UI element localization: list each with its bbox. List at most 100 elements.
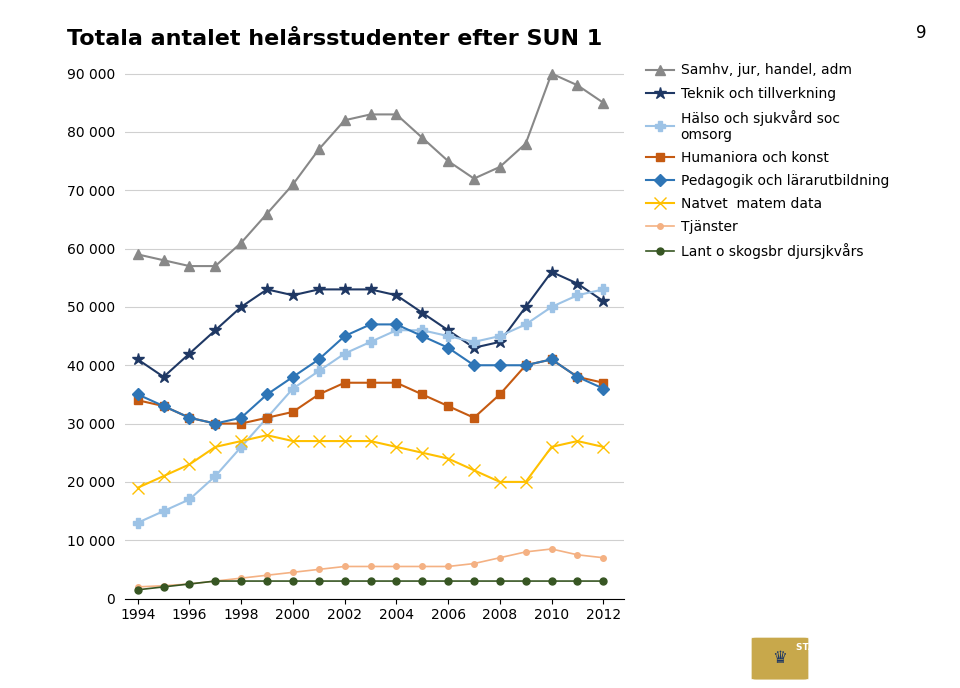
Hälso och sjukvård soc omsorg: [417, 326, 428, 334]
Line: Tjänster: Tjänster: [135, 546, 606, 590]
Teknik och tillverkning: [391, 291, 402, 299]
Teknik och tillverkning: [417, 309, 428, 317]
Teknik och tillverkning: [494, 338, 506, 346]
Humaniora och konst: [183, 413, 195, 422]
Samhv, jur, handel, adm: [183, 262, 195, 270]
Text: STATENS OFFENTLIGA: STATENS OFFENTLIGA: [796, 643, 908, 652]
Lant o skogsbr djursjkvårs: [597, 577, 609, 585]
Text: 9: 9: [916, 24, 926, 42]
Samhv, jur, handel, adm: [391, 110, 402, 118]
Lant o skogsbr djursjkvårs: [235, 577, 247, 585]
Humaniora och konst: [572, 373, 584, 381]
Tjänster: [468, 559, 480, 568]
Natvet  matem data: [546, 443, 558, 451]
Natvet  matem data: [313, 437, 324, 445]
Humaniora och konst: [546, 355, 558, 363]
Hälso och sjukvård soc omsorg: [597, 286, 609, 294]
Natvet  matem data: [572, 437, 584, 445]
Teknik och tillverkning: [546, 268, 558, 276]
Text: ♛: ♛: [773, 649, 787, 667]
FancyBboxPatch shape: [752, 637, 808, 680]
Pedagogik och lärarutbildning: [209, 420, 221, 428]
Samhv, jur, handel, adm: [443, 157, 454, 165]
Lant o skogsbr djursjkvårs: [520, 577, 532, 585]
Samhv, jur, handel, adm: [157, 256, 169, 264]
Teknik och tillverkning: [520, 303, 532, 311]
Natvet  matem data: [494, 477, 506, 486]
Lant o skogsbr djursjkvårs: [183, 580, 195, 588]
Tjänster: [209, 577, 221, 585]
Tjänster: [313, 566, 324, 574]
Natvet  matem data: [235, 437, 247, 445]
Humaniora och konst: [443, 402, 454, 410]
Natvet  matem data: [365, 437, 376, 445]
Hälso och sjukvård soc omsorg: [572, 291, 584, 299]
Line: Humaniora och konst: Humaniora och konst: [133, 355, 608, 428]
Humaniora och konst: [520, 361, 532, 369]
Tjänster: [443, 562, 454, 570]
Teknik och tillverkning: [468, 343, 480, 352]
Tjänster: [572, 550, 584, 559]
Tjänster: [235, 574, 247, 582]
Natvet  matem data: [261, 431, 273, 440]
Tjänster: [287, 568, 299, 577]
Natvet  matem data: [157, 472, 169, 480]
Line: Teknik och tillverkning: Teknik och tillverkning: [132, 266, 610, 383]
Samhv, jur, handel, adm: [235, 239, 247, 247]
Lant o skogsbr djursjkvårs: [443, 577, 454, 585]
Lant o skogsbr djursjkvårs: [209, 577, 221, 585]
Text: UTREDNINGAR: UTREDNINGAR: [815, 664, 889, 673]
Lant o skogsbr djursjkvårs: [339, 577, 350, 585]
Samhv, jur, handel, adm: [546, 69, 558, 78]
Samhv, jur, handel, adm: [365, 110, 376, 118]
Line: Hälso och sjukvård soc omsorg: Hälso och sjukvård soc omsorg: [132, 285, 609, 528]
Pedagogik och lärarutbildning: [391, 321, 402, 329]
Natvet  matem data: [468, 466, 480, 474]
Lant o skogsbr djursjkvårs: [468, 577, 480, 585]
Lant o skogsbr djursjkvårs: [572, 577, 584, 585]
Legend: Samhv, jur, handel, adm, Teknik och tillverkning, Hälso och sjukvård soc
omsorg,: Samhv, jur, handel, adm, Teknik och till…: [646, 63, 889, 259]
Samhv, jur, handel, adm: [339, 116, 350, 125]
Text: Utredningen om högskolans utbildningsutbud: Utredningen om högskolans utbildningsutb…: [21, 649, 415, 665]
Samhv, jur, handel, adm: [417, 133, 428, 142]
Humaniora och konst: [365, 378, 376, 387]
Pedagogik och lärarutbildning: [417, 332, 428, 340]
Lant o skogsbr djursjkvårs: [546, 577, 558, 585]
Pedagogik och lärarutbildning: [339, 332, 350, 340]
Hälso och sjukvård soc omsorg: [443, 332, 454, 340]
Humaniora och konst: [287, 408, 299, 416]
Teknik och tillverkning: [365, 286, 376, 294]
Teknik och tillverkning: [443, 326, 454, 334]
Tjänster: [520, 548, 532, 556]
Pedagogik och lärarutbildning: [287, 373, 299, 381]
Samhv, jur, handel, adm: [313, 145, 324, 153]
Samhv, jur, handel, adm: [132, 250, 143, 259]
Pedagogik och lärarutbildning: [520, 361, 532, 369]
Hälso och sjukvård soc omsorg: [391, 326, 402, 334]
Hälso och sjukvård soc omsorg: [157, 507, 169, 515]
Teknik och tillverkning: [339, 286, 350, 294]
Humaniora och konst: [494, 390, 506, 398]
Humaniora och konst: [597, 378, 609, 387]
Teknik och tillverkning: [261, 286, 273, 294]
Teknik och tillverkning: [287, 291, 299, 299]
Natvet  matem data: [287, 437, 299, 445]
Hälso och sjukvård soc omsorg: [132, 519, 143, 527]
Pedagogik och lärarutbildning: [572, 373, 584, 381]
Lant o skogsbr djursjkvårs: [365, 577, 376, 585]
Hälso och sjukvård soc omsorg: [235, 443, 247, 451]
Samhv, jur, handel, adm: [597, 98, 609, 107]
Samhv, jur, handel, adm: [572, 81, 584, 89]
Hälso och sjukvård soc omsorg: [183, 495, 195, 504]
Lant o skogsbr djursjkvårs: [417, 577, 428, 585]
Lant o skogsbr djursjkvårs: [157, 583, 169, 591]
Teknik och tillverkning: [572, 279, 584, 288]
Pedagogik och lärarutbildning: [235, 413, 247, 422]
Tjänster: [339, 562, 350, 570]
Tjänster: [597, 554, 609, 562]
Tjänster: [494, 554, 506, 562]
Teknik och tillverkning: [183, 350, 195, 358]
Natvet  matem data: [597, 443, 609, 451]
Tjänster: [546, 545, 558, 553]
Samhv, jur, handel, adm: [209, 262, 221, 270]
